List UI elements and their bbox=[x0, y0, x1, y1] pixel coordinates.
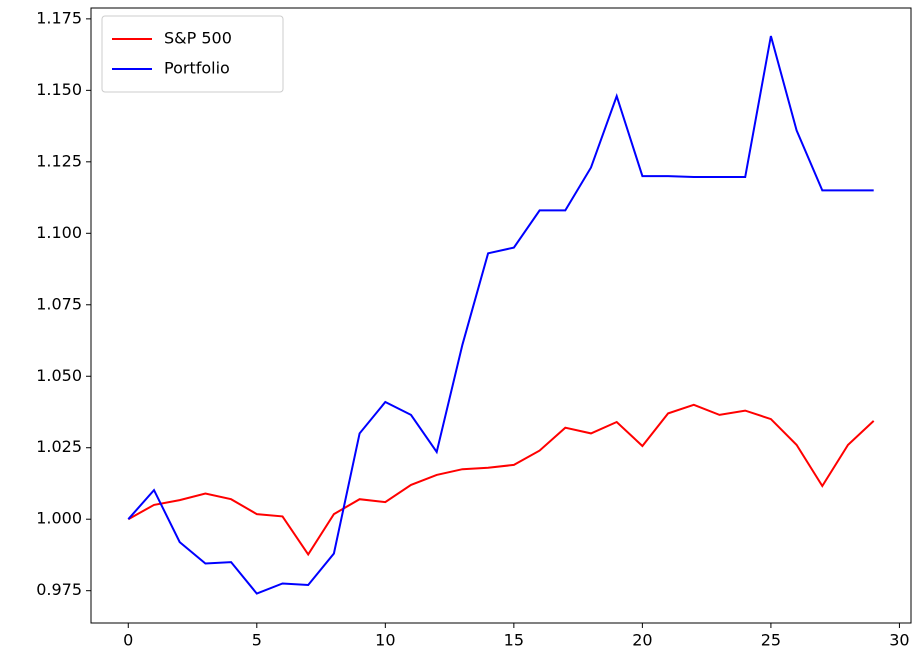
series-line bbox=[127, 35, 874, 595]
y-tick-label: 1.150 bbox=[36, 80, 82, 99]
x-tick-label: 5 bbox=[252, 631, 262, 650]
y-tick-label: 1.050 bbox=[36, 366, 82, 385]
y-tick-label: 1.075 bbox=[36, 294, 82, 313]
y-tick-label: 1.000 bbox=[36, 509, 82, 528]
x-tick-label: 0 bbox=[123, 631, 133, 650]
y-tick-label: 1.025 bbox=[36, 437, 82, 456]
y-tick-label: 1.100 bbox=[36, 223, 82, 242]
series-line bbox=[127, 403, 875, 557]
legend-label: S&P 500 bbox=[164, 29, 232, 48]
y-tick-label: 1.125 bbox=[36, 151, 82, 170]
x-tick-label: 10 bbox=[375, 631, 395, 650]
y-tick-label: 0.975 bbox=[36, 580, 82, 599]
legend-label: Portfolio bbox=[164, 59, 230, 78]
x-tick-label: 20 bbox=[632, 631, 652, 650]
x-tick-label: 30 bbox=[889, 631, 909, 650]
y-tick-label: 1.175 bbox=[36, 8, 82, 27]
legend-box bbox=[101, 15, 284, 93]
legend: S&P 500 Portfolio bbox=[101, 15, 284, 93]
x-tick-label: 25 bbox=[761, 631, 781, 650]
plot-frame bbox=[90, 7, 912, 624]
x-tick-label: 15 bbox=[504, 631, 524, 650]
